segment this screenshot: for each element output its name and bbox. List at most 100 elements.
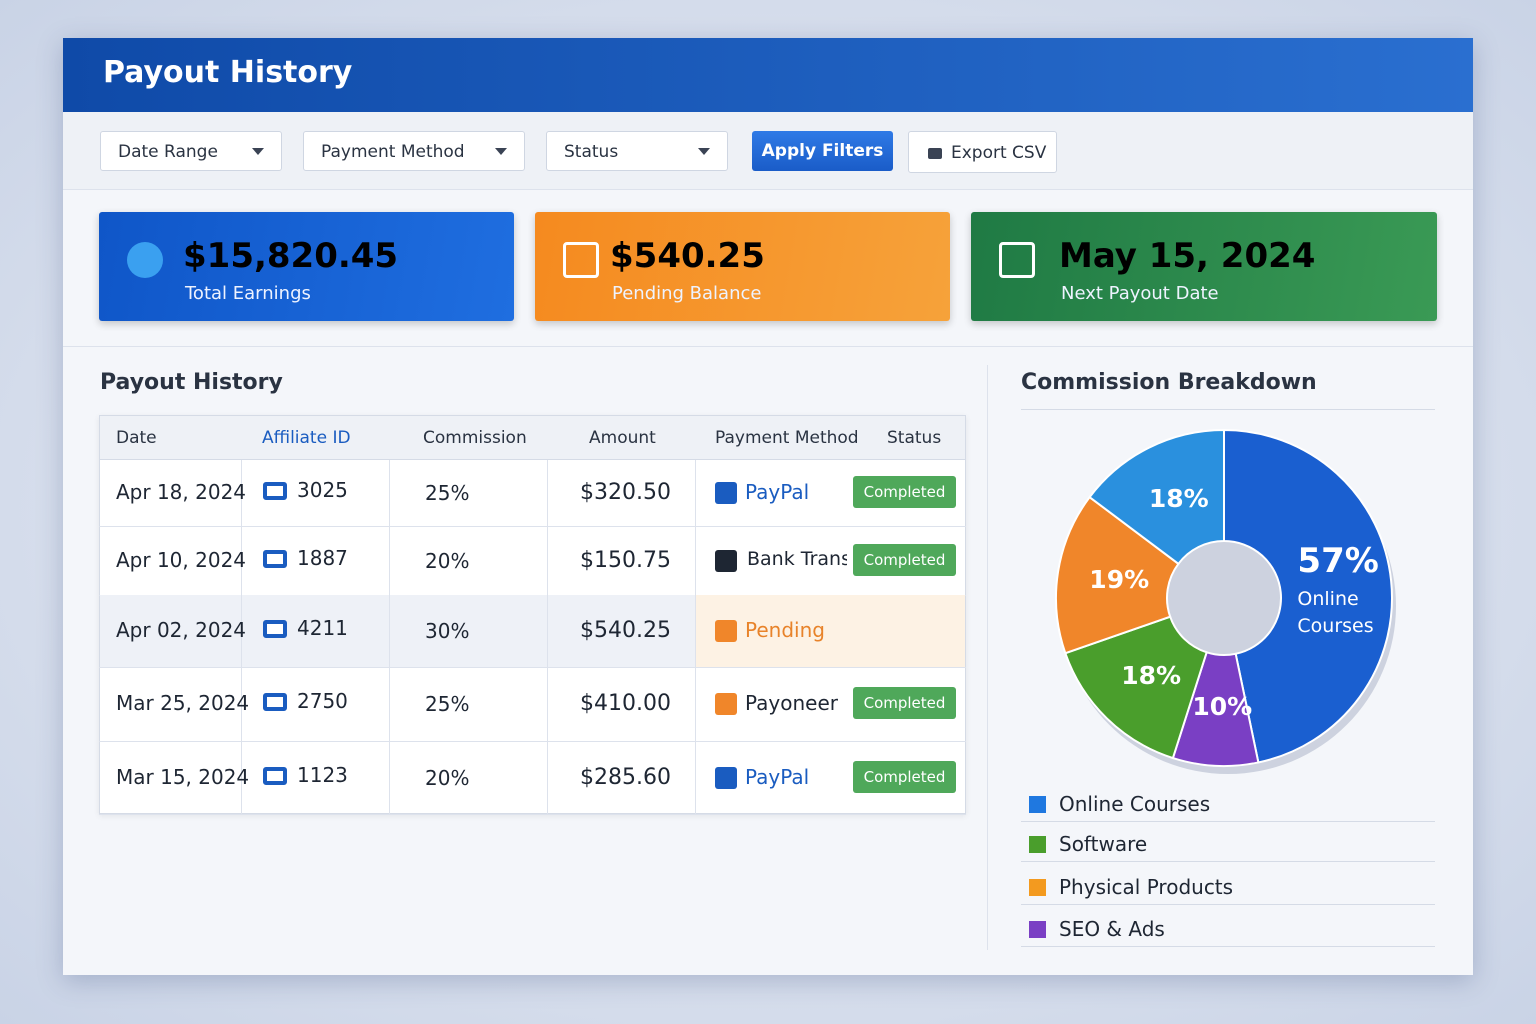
card-label: Next Payout Date (1061, 283, 1219, 304)
row-highlight (100, 595, 695, 667)
affiliate-id: 1123 (297, 762, 348, 787)
affiliate-id: 1887 (297, 545, 348, 570)
id-icon (263, 549, 287, 568)
card-value: $15,820.45 (183, 236, 399, 276)
table-header (99, 415, 966, 460)
legend-divider (1021, 904, 1435, 905)
status-badge: Completed (853, 760, 956, 793)
slice-value-label: 18% (1121, 660, 1182, 690)
status-badge: Completed (853, 687, 956, 719)
stat-card (971, 212, 1437, 321)
column-divider (547, 460, 548, 526)
column-divider (389, 667, 390, 741)
column-header: Status (887, 428, 942, 448)
date: Mar 25, 2024 (116, 691, 250, 715)
pie-slice (1088, 428, 1225, 566)
dropdown-caret (252, 148, 264, 155)
column-divider (241, 667, 242, 741)
page-title: Payout History (103, 55, 353, 90)
column-divider (547, 595, 548, 667)
pie-slice (1055, 495, 1180, 655)
dropdown-caret (698, 148, 710, 155)
amount: $320.50 (580, 480, 671, 505)
dropdown[interactable]: Date Range (100, 131, 282, 171)
card-value: $540.25 (610, 236, 765, 276)
column-divider (389, 595, 390, 667)
divider (63, 346, 1473, 347)
row-divider (99, 526, 966, 527)
date: Mar 15, 2024 (116, 764, 250, 789)
id-icon (263, 766, 287, 785)
id-icon (263, 620, 287, 638)
card-icon (563, 242, 599, 278)
commission: 25% (425, 692, 470, 716)
affiliate-id: 4211 (297, 616, 348, 640)
affiliate-id: 2750 (297, 689, 348, 713)
payment-method: PayPal (745, 764, 810, 789)
pending-highlight (695, 595, 965, 667)
affiliate-id: 3025 (297, 478, 348, 502)
legend-swatch (1029, 836, 1046, 853)
payment-icon (715, 549, 737, 572)
column-divider (241, 595, 242, 667)
amount: $150.75 (580, 547, 671, 573)
payment-icon (715, 620, 737, 642)
id-icon (263, 482, 287, 500)
status-badge: Completed (853, 543, 956, 576)
card-label: Pending Balance (612, 283, 762, 304)
column-divider (547, 667, 548, 741)
legend-divider (1021, 861, 1435, 862)
column-divider (241, 460, 242, 526)
column-header: Amount (589, 428, 656, 448)
payment-method: Pending (745, 618, 825, 642)
dropdown[interactable]: Status (546, 131, 728, 171)
pie-slice (1223, 428, 1393, 764)
column-divider (695, 526, 696, 595)
date: Apr 02, 2024 (116, 618, 247, 642)
payment-method: PayPal (745, 480, 810, 504)
column-divider (389, 741, 390, 814)
slice-value-label: 57% (1297, 541, 1379, 582)
column-divider (695, 460, 696, 526)
legend-divider (1021, 821, 1435, 822)
payment-icon (715, 482, 737, 504)
amount: $285.60 (580, 764, 671, 790)
lock-icon (928, 148, 942, 159)
date: Apr 18, 2024 (116, 480, 247, 504)
column-divider (389, 526, 390, 595)
column-header: Commission (423, 428, 527, 448)
column-divider (241, 741, 242, 814)
column-header: Payment Method (715, 428, 859, 448)
legend-label: Physical Products (1059, 875, 1234, 899)
payment-icon (715, 766, 737, 789)
status-badge: Completed (853, 476, 956, 508)
date: Apr 10, 2024 (116, 547, 247, 572)
stat-card (535, 212, 950, 321)
slice-category-label: Online Courses (1297, 588, 1374, 638)
column-divider (695, 741, 696, 814)
payment-icon (715, 693, 737, 715)
column-divider (241, 526, 242, 595)
card-icon (127, 242, 163, 278)
slice-value-label: 18% (1148, 483, 1209, 513)
legend-swatch (1029, 879, 1046, 896)
legend-swatch (1029, 921, 1046, 938)
legend-label: Software (1059, 832, 1148, 856)
column-divider (547, 741, 548, 814)
section-title: Commission Breakdown (1021, 370, 1317, 395)
slice-value-label: 19% (1089, 565, 1150, 595)
divider (1021, 409, 1435, 410)
apply-button[interactable]: Apply Filters (752, 131, 893, 171)
card-value: May 15, 2024 (1059, 236, 1316, 276)
dropdown[interactable]: Payment Method (303, 131, 525, 171)
card-icon (999, 242, 1035, 278)
id-icon (263, 693, 287, 711)
payment-method: Bank Transfe (747, 547, 847, 570)
column-header: Date (116, 428, 157, 448)
card-label: Total Earnings (185, 283, 311, 304)
legend-label: SEO & Ads (1059, 917, 1165, 941)
commission: 30% (425, 619, 470, 643)
section-title: Payout History (100, 370, 283, 395)
